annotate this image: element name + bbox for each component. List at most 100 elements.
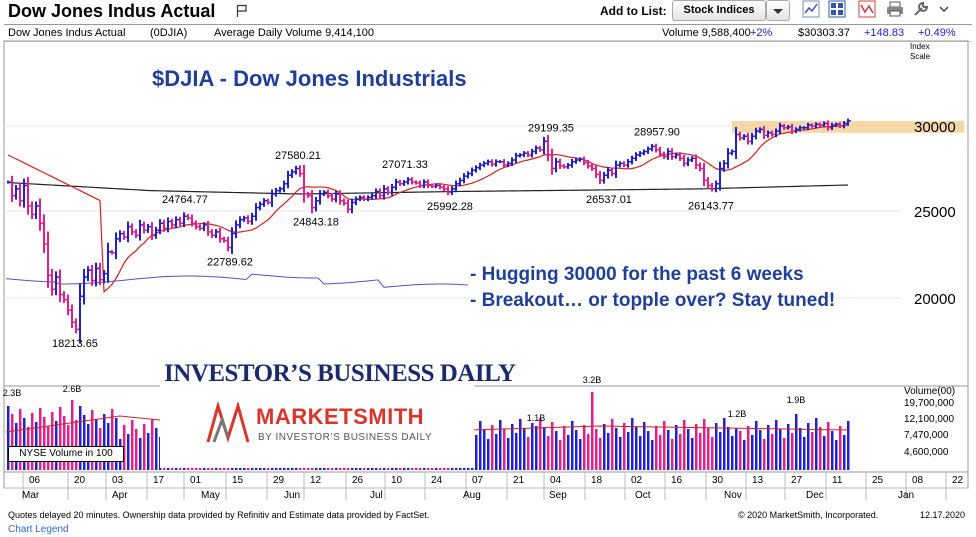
volume-bar <box>699 433 702 470</box>
list-select-button[interactable]: Stock Indices <box>672 0 766 21</box>
volume-bar <box>531 423 534 470</box>
flag-icon[interactable] <box>236 4 248 18</box>
date-tick-label: 06 <box>29 475 41 486</box>
volume-bar <box>671 439 674 470</box>
volume-bar <box>523 428 526 470</box>
volume-bar <box>627 432 630 470</box>
date-tick-label: 07 <box>472 475 484 486</box>
volume-bar <box>655 426 658 470</box>
volume-bar <box>811 432 814 470</box>
price-point-label: 26537.01 <box>586 194 632 206</box>
volume-bar <box>827 422 830 470</box>
volume-axis-label: 7,470,000 <box>904 430 949 441</box>
volume-bar <box>23 418 26 470</box>
volume-bar <box>607 433 610 470</box>
month-label: Jun <box>284 490 300 501</box>
volume-bar <box>647 431 650 470</box>
date-tick-label: 12 <box>310 475 322 486</box>
volume-bar <box>683 420 686 470</box>
volume-bar <box>747 426 750 470</box>
quote-info-bar: Dow Jones Indus Actual (0DJIA) Average D… <box>4 24 972 42</box>
volume-bar <box>583 425 586 470</box>
nyse-volume-legend: NYSE Volume in 100 <box>8 446 124 462</box>
chevron-down-icon[interactable] <box>938 0 950 18</box>
chevron-down-icon[interactable] <box>766 0 790 21</box>
volume-bar <box>595 429 598 470</box>
volume-bar <box>803 437 806 470</box>
volume-value: Volume 9,588,400 <box>662 27 751 39</box>
volume-bar <box>639 436 642 470</box>
volume-axis-label: Volume(00) <box>904 386 955 397</box>
date-tick-label: 25 <box>872 475 884 486</box>
grid-icon[interactable] <box>828 0 846 18</box>
price-point-label: 24764.77 <box>162 194 208 206</box>
volume-bar <box>599 438 602 470</box>
volume-bar <box>555 431 558 470</box>
volume-bar <box>535 426 538 470</box>
footer-disclaimer: Quotes delayed 20 minutes. Ownership dat… <box>8 510 430 520</box>
volume-bar <box>711 437 714 470</box>
date-tick-label: 21 <box>513 475 525 486</box>
marketsmith-brand: MARKETSMITH <box>256 404 425 429</box>
chart-legend-link[interactable]: Chart Legend <box>8 524 69 535</box>
date-tick-label: 20 <box>74 475 86 486</box>
compare-icon[interactable] <box>858 0 876 18</box>
volume-bar <box>763 439 766 470</box>
volume-bar <box>487 439 490 470</box>
date-tick-label: 15 <box>232 475 244 486</box>
price-point-label: 22789.62 <box>207 256 253 268</box>
print-icon[interactable] <box>886 0 904 18</box>
security-name: Dow Jones Indus Actual <box>8 27 126 39</box>
volume-bar <box>719 432 722 470</box>
volume-bar <box>843 435 846 470</box>
volume-bar <box>767 425 770 470</box>
volume-bar <box>567 435 570 470</box>
volume-bar <box>775 420 778 470</box>
volume-bar <box>779 429 782 470</box>
chart-annotation-title: $DJIA - Dow Jones Industrials <box>152 66 467 91</box>
page-title: Dow Jones Indus Actual <box>8 1 216 21</box>
date-tick-label: 04 <box>550 475 562 486</box>
volume-point-label: 2.3B <box>3 388 22 398</box>
volume-bar <box>611 419 614 470</box>
volume-bar <box>539 418 542 470</box>
date-tick-label: 16 <box>671 475 683 486</box>
volume-bar <box>815 418 818 470</box>
volume-axis-label: 12,100,000 <box>904 414 954 425</box>
date-tick-label: 01 <box>190 475 202 486</box>
line-chart-icon[interactable] <box>802 0 820 18</box>
volume-bar <box>651 440 654 470</box>
volume-bar <box>691 438 694 470</box>
volume-bar <box>739 431 742 470</box>
volume-bar <box>675 425 678 470</box>
volume-bar <box>783 438 786 470</box>
date-tick-label: 02 <box>631 475 643 486</box>
security-symbol: (0DJIA) <box>150 27 188 39</box>
volume-bar <box>731 436 734 470</box>
price-point-label: 27071.33 <box>382 159 428 171</box>
settings-icon[interactable] <box>912 0 930 18</box>
price-value: $30303.37 <box>798 27 850 39</box>
date-tick-label: 22 <box>952 475 964 486</box>
volume-bar <box>551 422 554 470</box>
volume-bar <box>727 427 730 470</box>
volume-bar <box>759 430 762 470</box>
volume-bar <box>547 436 550 470</box>
volume-bar <box>563 426 566 470</box>
branding-block: INVESTOR’S BUSINESS DAILY MARKETSMITH BY… <box>160 360 516 468</box>
volume-point-label: 2.6B <box>63 384 82 394</box>
volume-bar <box>527 437 530 470</box>
volume-bar <box>155 428 158 470</box>
price-point-label: 28957.90 <box>634 127 680 139</box>
price-axis-label: 25000 <box>914 204 956 221</box>
volume-bar <box>835 440 838 470</box>
price-point-label: 29199.35 <box>528 123 574 135</box>
volume-bar <box>135 429 138 470</box>
volume-bar <box>635 427 638 470</box>
marketsmith-subtitle: BY INVESTOR’S BUSINESS DAILY <box>258 432 433 443</box>
price-axis-label: 20000 <box>914 291 956 308</box>
month-label: May <box>201 490 220 501</box>
volume-bar <box>819 427 822 470</box>
volume-point-label: 1.1B <box>527 413 546 423</box>
price-point-label: 27580.21 <box>275 150 321 162</box>
